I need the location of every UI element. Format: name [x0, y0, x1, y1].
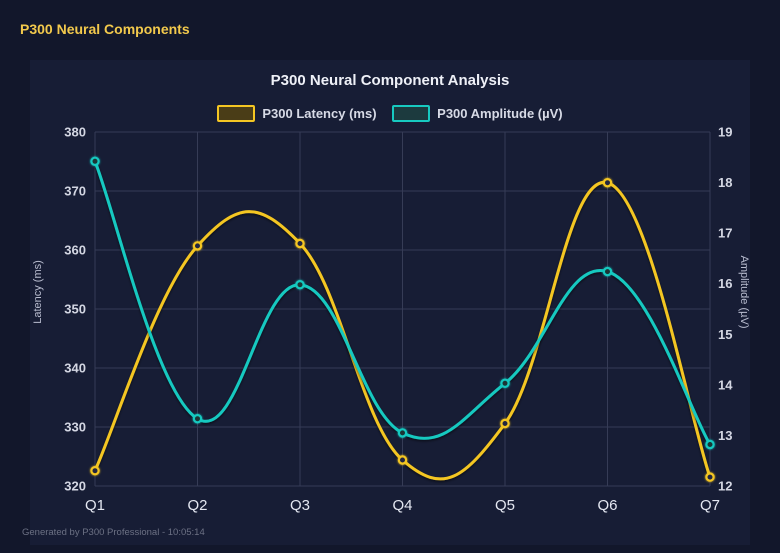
svg-text:15: 15: [718, 327, 732, 342]
svg-text:Q1: Q1: [85, 497, 105, 514]
svg-text:380: 380: [64, 125, 86, 140]
svg-text:340: 340: [64, 361, 86, 376]
svg-text:18: 18: [718, 175, 732, 190]
svg-text:14: 14: [718, 377, 733, 392]
svg-text:370: 370: [64, 184, 86, 199]
svg-text:320: 320: [64, 479, 86, 494]
svg-text:Q2: Q2: [187, 497, 207, 514]
svg-text:Q7: Q7: [700, 497, 720, 514]
svg-text:17: 17: [718, 226, 732, 241]
svg-text:Q6: Q6: [597, 497, 617, 514]
svg-text:Q4: Q4: [392, 497, 412, 514]
svg-text:Q3: Q3: [290, 497, 310, 514]
svg-text:16: 16: [718, 276, 732, 291]
svg-text:13: 13: [718, 428, 732, 443]
svg-text:330: 330: [64, 420, 86, 435]
svg-text:Q5: Q5: [495, 497, 515, 514]
svg-text:360: 360: [64, 243, 86, 258]
svg-text:350: 350: [64, 302, 86, 317]
svg-text:19: 19: [718, 125, 732, 140]
svg-text:12: 12: [718, 479, 732, 494]
